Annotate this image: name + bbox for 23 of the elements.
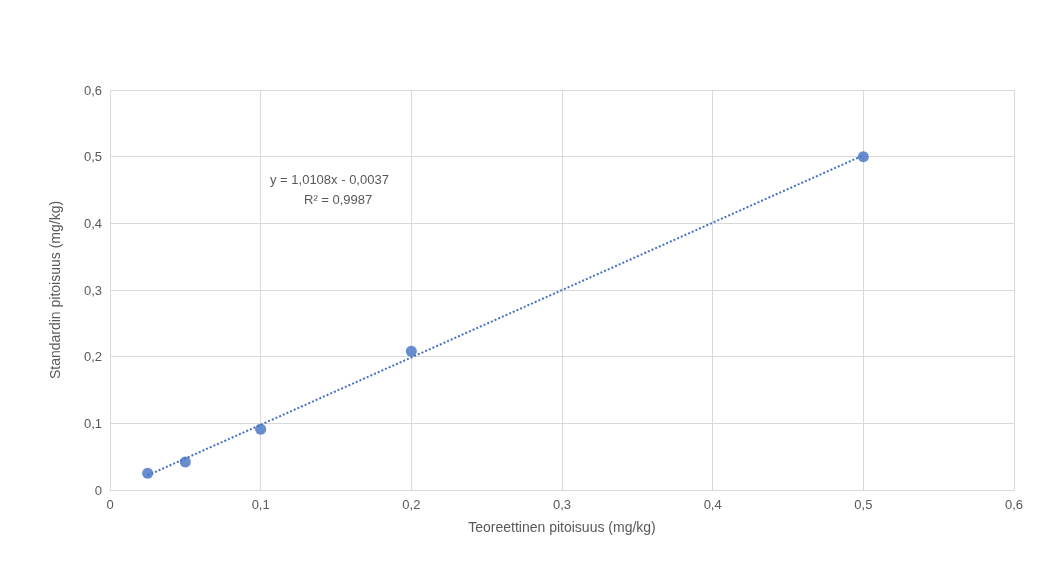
point bbox=[405, 345, 417, 357]
y-tick-label: 0,6 bbox=[83, 82, 102, 98]
point bbox=[255, 423, 267, 435]
x-tick-label: 0 bbox=[106, 497, 114, 512]
x-axis-title: Teoreettinen pitoisuus (mg/kg) bbox=[468, 519, 656, 535]
y-tick-label: 0,5 bbox=[83, 149, 102, 165]
y-tick-label: 0 bbox=[94, 482, 102, 498]
y-axis-title: Standardin pitoisuus (mg/kg) bbox=[47, 200, 63, 380]
point bbox=[857, 151, 869, 163]
y-tick-label: 0,3 bbox=[83, 282, 102, 298]
x-tick-label: 0,5 bbox=[854, 497, 873, 512]
x-tick-label: 0,3 bbox=[552, 497, 572, 512]
x-tick-label: 0,1 bbox=[251, 497, 270, 512]
y-tick-label: 0,4 bbox=[83, 215, 102, 231]
annotation: y = 1,0108x - 0,0037 bbox=[270, 172, 389, 187]
annotation: R² = 0,9987 bbox=[304, 192, 373, 207]
point bbox=[179, 456, 191, 468]
x-tick-label: 0,6 bbox=[1004, 497, 1024, 512]
x-tick-label: 0,2 bbox=[402, 497, 421, 512]
y-tick-label: 0,2 bbox=[83, 349, 102, 365]
y-tick-label: 0,1 bbox=[83, 415, 102, 431]
point bbox=[142, 467, 154, 479]
x-tick-label: 0,4 bbox=[703, 497, 722, 512]
